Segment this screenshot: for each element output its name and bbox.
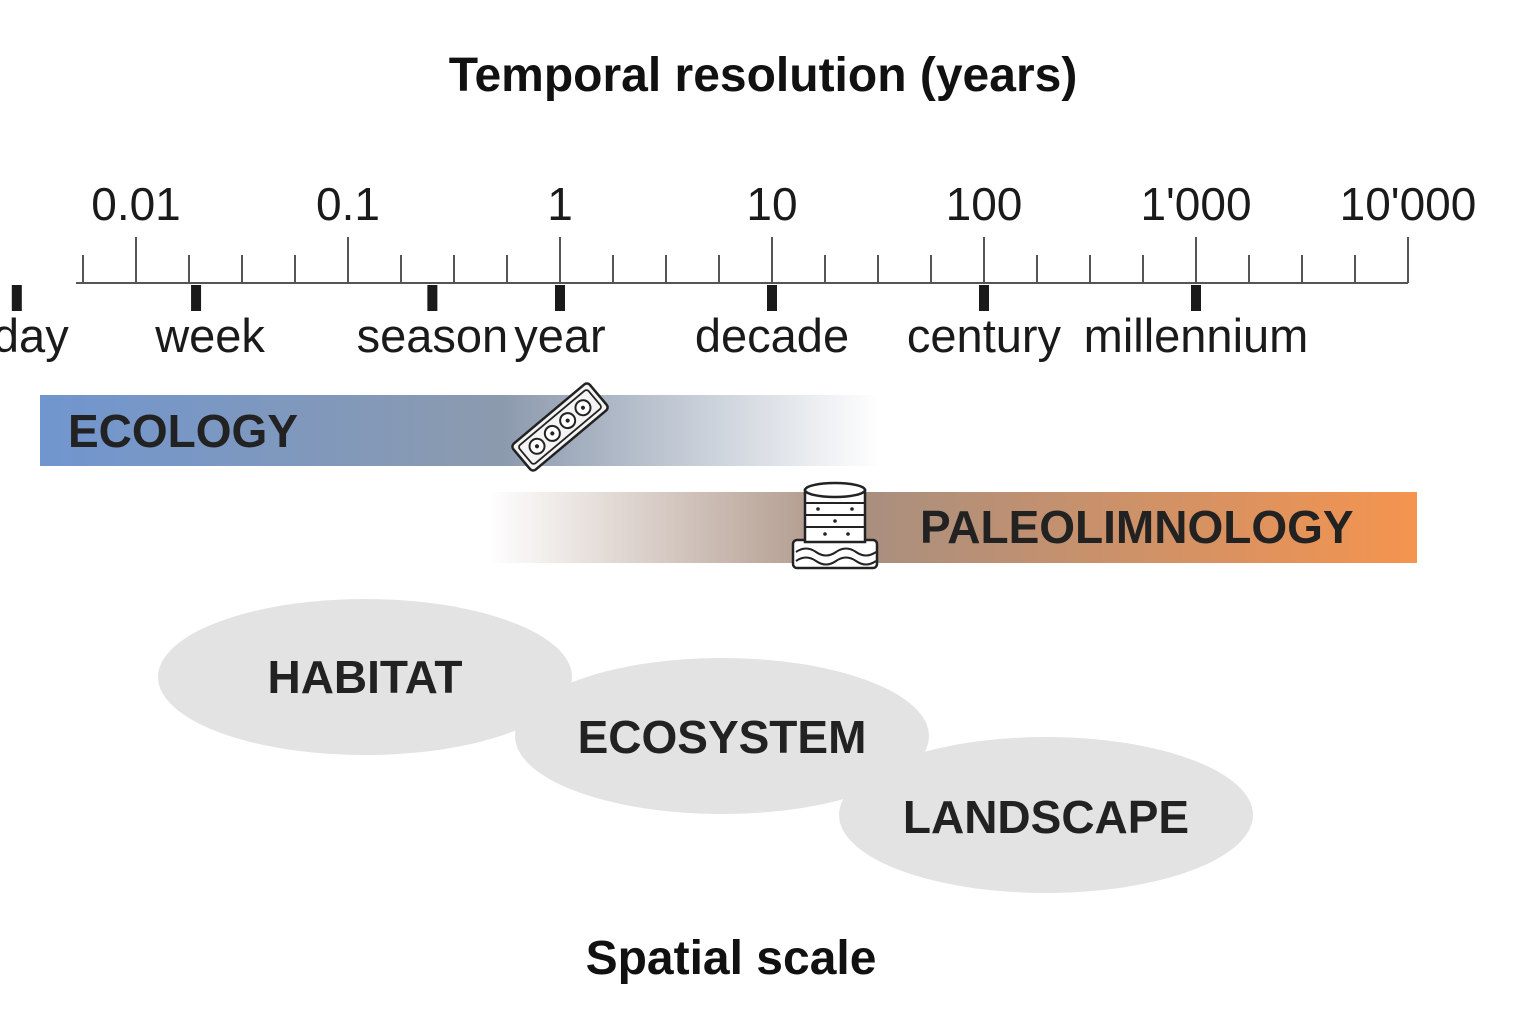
period-label-week: week: [154, 309, 265, 362]
axis-tick-label: 0.1: [316, 178, 380, 230]
period-label-day: day: [0, 309, 69, 362]
period-label-year: year: [514, 309, 605, 362]
period-label-decade: decade: [695, 309, 849, 362]
period-label-millennium: millennium: [1084, 309, 1309, 362]
ecology-band: ECOLOGY: [40, 382, 880, 472]
sediment-core-icon: [791, 481, 879, 570]
habitat-ellipse: [158, 599, 572, 755]
axis-tick-labels: 0.01 0.1 1 10 100 1'000 10'000: [91, 178, 1476, 230]
spatial-scale-title: Spatial scale: [586, 932, 877, 985]
period-marker-year: [555, 285, 565, 311]
period-marker-day: [11, 285, 22, 311]
ecology-band-bar: [40, 395, 880, 466]
landscape-label: LANDSCAPE: [903, 791, 1189, 843]
period-marker-week: [191, 285, 202, 311]
ecology-band-label: ECOLOGY: [68, 405, 298, 457]
period-marker-decade: [767, 285, 777, 311]
period-label-century: century: [907, 309, 1062, 362]
paleolimnology-band-bar: [488, 492, 1417, 563]
ecosystem-ellipse: [515, 658, 929, 814]
paleolimnology-band-label: PALEOLIMNOLOGY: [920, 501, 1354, 553]
landscape-ellipse: [839, 737, 1253, 893]
axis-tick-label: 1'000: [1140, 178, 1251, 230]
sediment-trap-icon: [511, 382, 609, 472]
period-label-season: season: [357, 309, 509, 362]
ecosystem-label: ECOSYSTEM: [578, 711, 867, 763]
spatial-scales: HABITAT ECOSYSTEM LANDSCAPE: [158, 599, 1253, 893]
axis-tick-label: 10: [746, 178, 797, 230]
axis-tick-label: 10'000: [1340, 178, 1477, 230]
temporal-axis: 0.01 0.1 1 10 100 1'000 10'000 day week season ye…: [0, 178, 1476, 362]
period-marker-season: [427, 285, 438, 311]
period-marker-millennium: [1191, 285, 1201, 311]
axis-ticks: [82, 237, 1409, 283]
paleolimnology-band: PALEOLIMNOLOGY: [488, 481, 1417, 570]
period-marker-century: [979, 285, 989, 311]
habitat-label: HABITAT: [267, 651, 462, 703]
axis-tick-label: 0.01: [91, 178, 181, 230]
axis-tick-label: 100: [946, 178, 1023, 230]
period-labels: day week season year decade century millennium: [0, 309, 1308, 362]
period-markers: [11, 285, 1201, 311]
diagram-title: Temporal resolution (years): [449, 49, 1078, 102]
axis-tick-label: 1: [547, 178, 573, 230]
